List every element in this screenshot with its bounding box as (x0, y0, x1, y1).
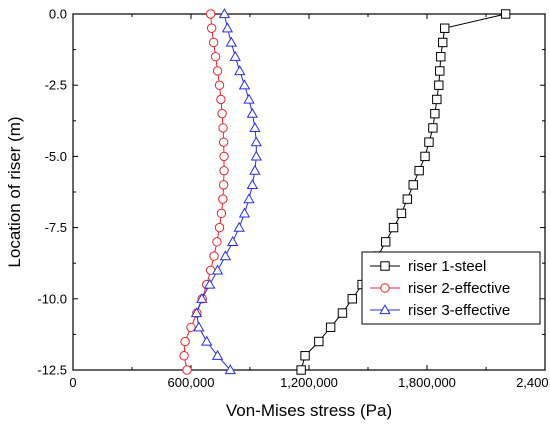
data-point (436, 52, 446, 62)
data-point (325, 322, 336, 332)
data-point (243, 93, 255, 104)
axes: 0 600,000 1,200,000 1,800,000 2,400,000 0.0 -2… (37, 7, 550, 391)
data-point (217, 108, 227, 119)
y-tick-label: -7.5 (45, 220, 67, 235)
data-point (434, 80, 444, 90)
data-point (347, 294, 357, 304)
legend-marker (380, 261, 390, 271)
data-point (246, 107, 259, 118)
data-point (186, 322, 196, 332)
data-point (300, 351, 310, 361)
data-point (243, 193, 255, 204)
y-axis-title: Location of riser (m) (5, 116, 24, 267)
data-point (438, 37, 448, 48)
data-point (388, 222, 399, 233)
data-point (420, 151, 430, 162)
y-tick-label: -5.0 (45, 149, 67, 164)
y-tick-label: -10.0 (37, 291, 67, 306)
data-point (210, 52, 221, 62)
y-tick-label: -12.5 (37, 363, 67, 378)
data-point (402, 194, 413, 204)
x-tick-label: 0 (69, 375, 76, 390)
data-point (249, 122, 261, 133)
data-point (182, 365, 192, 375)
data-point (203, 278, 216, 289)
y-tick-label: 0.0 (49, 7, 67, 22)
data-point (219, 151, 229, 162)
data-point (216, 208, 227, 219)
data-point (179, 351, 189, 361)
legend-label: riser 2-effective (408, 280, 510, 297)
data-point (238, 207, 251, 218)
series-3 (190, 8, 262, 375)
data-point (229, 50, 241, 61)
data-point (209, 251, 219, 261)
data-point (180, 336, 190, 347)
data-point (234, 65, 246, 76)
data-point (190, 307, 203, 318)
data-point (206, 23, 217, 33)
data-point (219, 165, 229, 176)
data-point (218, 123, 228, 133)
data-point (218, 180, 229, 190)
data-point (205, 9, 216, 19)
data-point (250, 150, 262, 161)
data-point (201, 335, 213, 346)
data-point (428, 123, 438, 133)
data-point (214, 222, 225, 233)
data-point (218, 194, 228, 204)
data-point (424, 137, 434, 147)
data-point (218, 8, 231, 19)
data-point (196, 292, 208, 303)
series-line (195, 13, 257, 371)
data-point (500, 9, 511, 19)
data-point (193, 321, 205, 332)
x-tick-label: 1,800,000 (398, 375, 456, 390)
x-tick-label: 1,200,000 (280, 375, 338, 390)
data-point (381, 237, 391, 247)
legend-marker (380, 283, 390, 293)
data-point (211, 264, 224, 275)
data-point (212, 66, 223, 76)
data-point (208, 37, 219, 48)
data-point (296, 365, 306, 375)
data-point (408, 180, 418, 190)
x-tick-label: 600,000 (168, 375, 215, 390)
data-point (435, 66, 445, 76)
data-point (250, 136, 262, 147)
data-point (227, 236, 239, 246)
data-point (440, 23, 450, 33)
data-point (249, 164, 261, 175)
data-point (219, 250, 232, 261)
data-point (432, 94, 442, 105)
x-axis-title: Von-Mises stress (Pa) (226, 401, 392, 420)
data-point (212, 237, 222, 247)
data-point (233, 221, 245, 232)
series-2 (179, 9, 229, 375)
series-layer (179, 8, 511, 375)
data-point (224, 364, 237, 375)
legend: riser 1-steel riser 2-effective riser 3-ef… (361, 251, 541, 325)
x-tick-label: 2,400,000 (516, 375, 550, 390)
data-point (314, 336, 324, 347)
data-point (214, 80, 225, 90)
data-point (221, 22, 234, 33)
data-point (238, 79, 251, 90)
data-point (218, 137, 229, 147)
legend-label: riser 1-steel (408, 258, 486, 275)
y-tick-label: -2.5 (45, 78, 67, 93)
legend-marker (379, 304, 391, 315)
data-point (414, 165, 424, 176)
data-point (337, 308, 348, 318)
data-point (225, 36, 238, 47)
legend-label: riser 3-effective (408, 302, 510, 319)
data-point (216, 94, 226, 105)
data-point (396, 208, 407, 219)
data-point (246, 179, 259, 190)
data-point (211, 349, 224, 360)
data-point (430, 108, 440, 119)
